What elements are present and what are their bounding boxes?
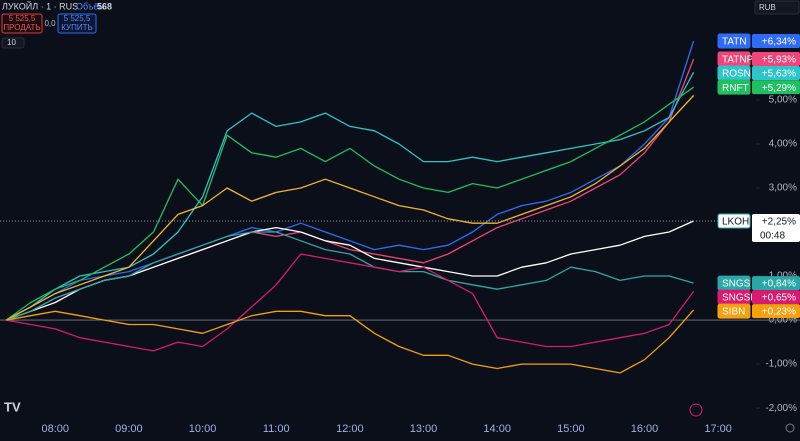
symbol-tag [717,213,751,229]
x-tick-label: 15:00 [557,423,585,435]
symbol-tag-label: SNGS [722,279,751,290]
symbol-tag-label: SNGSP [722,293,757,304]
value-tag [752,33,800,48]
value-tag-label: +0,65% [762,293,796,304]
x-tick-label: 08:00 [41,423,69,435]
volume: 568 [97,1,112,11]
value-tag-label: +5,63% [762,69,796,80]
value-tag [752,80,800,95]
value-tag-label: +2,25% [762,217,796,228]
y-tick-label: -1,00% [765,359,797,370]
symbol-tag [717,79,751,95]
value-tag-label: +6,34% [762,37,796,48]
x-tick-label: 10:00 [189,423,217,435]
currency: RUB [759,3,776,12]
x-tick-label: 13:00 [410,423,438,435]
buy-price: 5 525,5 [64,14,91,23]
symbol-tag-label: TATNP [722,55,754,66]
value-tag [752,51,800,66]
value-tag [752,304,800,319]
quantity-box[interactable] [1,37,25,49]
symbol-tag-label: LKOH [722,217,749,228]
sell-label: ПРОДАТЬ [3,23,40,32]
value-tag [752,290,800,305]
value-tag-label: +0,84% [762,279,796,290]
buy-label: КУПИТЬ [61,23,92,32]
value-tag-label: +0,23% [762,307,796,318]
symbol-tag [717,33,751,49]
spread: 0,0 [44,19,56,28]
value-tag [752,65,800,80]
series-line [5,309,695,374]
y-tick-label: 5,00% [769,95,797,106]
settings-icon[interactable] [785,423,795,433]
x-tick-label: 14:00 [483,423,511,435]
value-tag-label: +5,93% [762,55,796,66]
alert-icon[interactable] [689,403,703,417]
symbol: ЛУКОЙЛ · 1 · RUS [2,0,78,11]
sell-button[interactable] [1,13,43,34]
countdown: 00:48 [760,231,785,242]
symbol-tag-label: ROSN [722,69,751,80]
series-line [5,86,694,321]
value-tag-label: +5,29% [762,83,796,94]
series-line [5,253,695,352]
series-line [5,231,694,321]
y-tick-label: 3,00% [769,183,797,194]
series-line [5,40,695,321]
volume-label: Объём [76,1,105,11]
value-tag [752,214,800,243]
series-line [5,71,695,321]
sell-price: 5 525,5 [9,14,36,23]
currency-select[interactable] [754,0,800,15]
x-tick-label: 16:00 [631,423,659,435]
logo: TV [4,399,21,414]
value-tag [752,276,800,291]
x-tick-label: 11:00 [263,423,290,435]
symbol-tag-label: SIBN [722,307,745,318]
y-tick-label: 4,00% [769,139,797,150]
x-tick-label: 09:00 [115,423,143,435]
x-tick-label: 12:00 [336,423,364,435]
symbol-tag-label: RNFT [722,83,749,94]
series-line [5,95,695,321]
symbol-tag-label: TATN [722,37,747,48]
y-tick-label: -2,00% [765,403,797,414]
quantity: 10 [7,38,16,47]
x-tick-label: 17:00 [704,423,732,435]
buy-button[interactable] [57,13,97,34]
symbol-tag [717,303,751,319]
